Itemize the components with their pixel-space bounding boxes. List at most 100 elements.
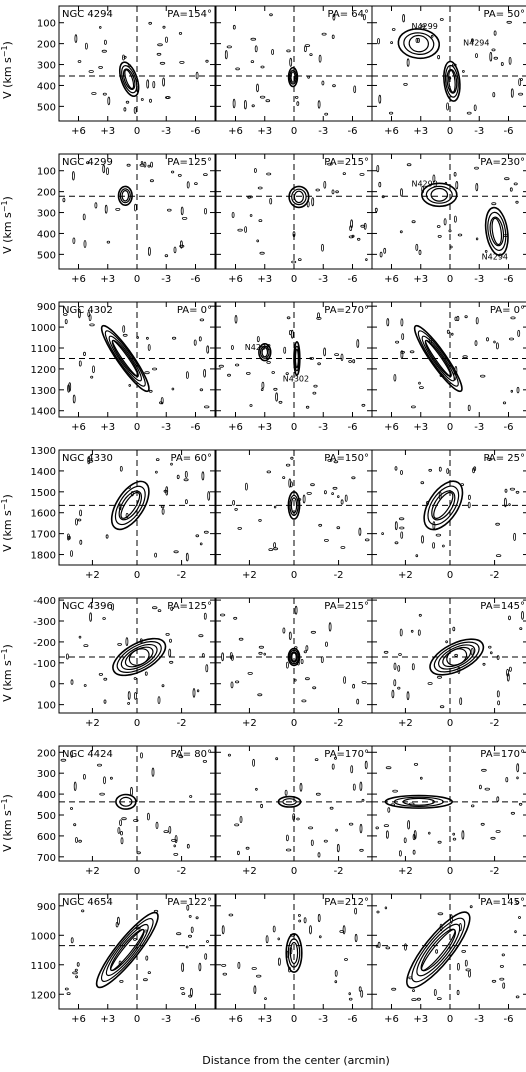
position-angle-label: PA=145° <box>480 897 525 908</box>
noise-contour <box>470 648 474 656</box>
noise-contour <box>303 650 307 654</box>
emission-contour <box>118 490 143 521</box>
noise-contour <box>72 394 76 404</box>
noise-contour <box>384 906 388 910</box>
noise-contour <box>128 383 131 387</box>
noise-contour <box>505 777 509 783</box>
position-angle-label: PA= 64° <box>327 9 369 20</box>
noise-contour <box>437 54 441 60</box>
noise-contour <box>268 548 274 551</box>
noise-contour <box>305 405 310 409</box>
noise-contour <box>66 653 69 660</box>
noise-contour <box>502 401 507 405</box>
noise-contour <box>234 823 240 827</box>
pv-panel: +6 +3 0 -3 -6 PA=145° <box>371 893 526 1025</box>
noise-contour <box>181 216 188 220</box>
x-tick-label: +3 <box>257 1014 272 1025</box>
panel-frame <box>58 449 216 566</box>
noise-contour <box>503 497 507 508</box>
noise-contour <box>247 672 253 675</box>
noise-contour <box>314 758 319 761</box>
noise-contour <box>323 347 327 357</box>
noise-contour <box>79 509 82 517</box>
noise-contour <box>317 362 321 366</box>
noise-contour <box>516 776 519 780</box>
y-tick-label: 600 <box>37 832 56 843</box>
noise-contour <box>394 466 398 471</box>
noise-contour <box>491 979 497 983</box>
x-tick-label: 0 <box>134 422 140 433</box>
noise-contour <box>400 350 405 354</box>
pv-panel: +6 +3 0 -3 -6 PA=212° <box>215 893 373 1025</box>
emission-contour <box>120 491 141 519</box>
noise-contour <box>489 51 493 62</box>
noise-contour <box>144 371 150 375</box>
noise-contour <box>295 96 299 99</box>
noise-contour <box>393 679 397 687</box>
noise-contour <box>94 202 98 209</box>
noise-contour <box>273 387 278 391</box>
noise-contour <box>317 852 321 858</box>
noise-contour <box>504 177 510 181</box>
noise-contour <box>501 953 505 957</box>
emission-contour <box>411 917 466 983</box>
noise-contour <box>439 705 445 709</box>
x-tick-label: -6 <box>348 274 358 285</box>
noise-contour <box>154 552 158 558</box>
noise-contour <box>327 458 333 462</box>
noise-contour <box>496 690 500 698</box>
noise-contour <box>288 329 292 336</box>
noise-contour <box>462 355 468 359</box>
noise-contour <box>157 609 162 612</box>
noise-contour <box>399 526 405 530</box>
noise-contour <box>359 823 363 834</box>
noise-contour <box>145 955 149 961</box>
noise-contour <box>421 24 426 28</box>
noise-contour <box>402 14 406 23</box>
noise-contour <box>348 997 353 1001</box>
noise-contour <box>230 345 234 350</box>
y-tick-label: 1600 <box>31 509 56 520</box>
noise-contour <box>88 459 94 463</box>
noise-contour <box>459 697 463 705</box>
noise-contour <box>418 386 424 390</box>
noise-contour <box>317 100 321 109</box>
noise-contour <box>313 384 318 388</box>
x-tick-label: +6 <box>228 422 243 433</box>
noise-contour <box>77 518 82 522</box>
noise-contour <box>143 161 147 168</box>
noise-contour <box>285 834 289 842</box>
noise-contour <box>401 333 405 340</box>
pv-panel: +6 +3 0 -3 -6 900 1000 1100 1200 NGC 4654 PA=122° <box>31 893 216 1025</box>
x-tick-label: 0 <box>447 126 453 137</box>
emission-contour <box>112 637 167 677</box>
y-tick-label: 100 <box>37 19 56 30</box>
noise-contour <box>378 181 382 188</box>
pv-panel: +6 +3 0 -3 -6 PA= 50° N4299 N4294 <box>371 5 526 137</box>
noise-contour <box>437 840 442 844</box>
x-tick-label: 0 <box>134 1014 140 1025</box>
noise-contour <box>147 971 151 974</box>
noise-contour <box>149 179 154 183</box>
noise-contour <box>454 316 458 321</box>
noise-contour <box>446 468 450 474</box>
noise-contour <box>176 474 180 480</box>
noise-contour <box>506 20 512 24</box>
noise-contour <box>277 937 280 941</box>
noise-contour <box>491 48 496 52</box>
position-angle-label: PA=145° <box>480 601 525 612</box>
noise-contour <box>357 237 361 241</box>
noise-contour <box>106 240 111 244</box>
noise-contour <box>203 368 207 378</box>
noise-contour <box>256 239 260 243</box>
noise-contour <box>471 804 475 808</box>
noise-contour <box>97 763 103 767</box>
noise-contour <box>285 661 289 669</box>
noise-contour <box>228 913 234 917</box>
noise-contour <box>133 692 137 700</box>
x-tick-label: 0 <box>291 718 297 729</box>
noise-contour <box>99 25 102 29</box>
noise-contour <box>377 941 381 949</box>
noise-contour <box>111 603 114 611</box>
noise-contour <box>185 371 189 379</box>
